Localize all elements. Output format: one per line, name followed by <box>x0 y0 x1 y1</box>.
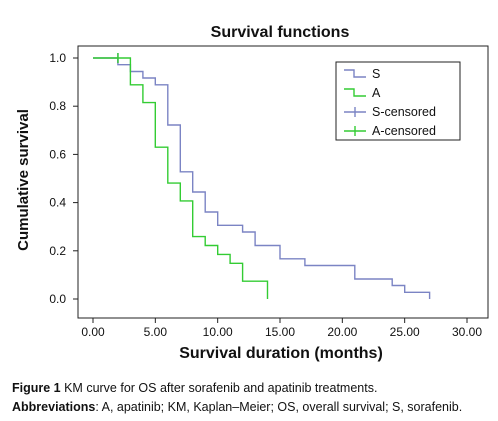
y-tick-label: 1.0 <box>49 51 66 65</box>
y-tick-label: 0.4 <box>49 196 66 210</box>
figure-caption: Figure 1 KM curve for OS after sorafenib… <box>12 380 492 396</box>
figure-label: Figure 1 <box>12 381 61 395</box>
abbreviations-text: : A, apatinib; KM, Kaplan–Meier; OS, ove… <box>95 400 463 414</box>
legend-swatch-step <box>344 69 366 78</box>
abbreviations-label: Abbreviations <box>12 400 96 414</box>
legend-label: S-censored <box>372 105 436 119</box>
legend: SA S-censored A-censored <box>335 61 461 141</box>
figure-caption-text: KM curve for OS after sorafenib and apat… <box>60 381 378 395</box>
x-tick-label: 30.00 <box>452 325 482 339</box>
y-tick-label: 0.8 <box>49 99 66 113</box>
x-tick-label: 10.00 <box>203 325 233 339</box>
x-tick-label: 0.00 <box>81 325 105 339</box>
legend-label: A <box>372 86 381 100</box>
y-axis-label: Cumulative survival <box>15 109 32 251</box>
y-tick-label: 0.6 <box>49 147 66 161</box>
x-axis-label: Survival duration (months) <box>179 345 383 362</box>
x-tick-label: 5.00 <box>144 325 168 339</box>
km-chart: Survival functions 0.00 5.00 10.00 15.00 20.… <box>15 24 489 362</box>
plot-frame <box>77 45 489 319</box>
series-line-S <box>93 57 431 299</box>
y-tick-label: 0.0 <box>49 292 66 306</box>
x-tick-label: 20.00 <box>327 325 357 339</box>
legend-label: A-censored <box>372 124 436 138</box>
chart-title: Survival functions <box>211 24 350 41</box>
series-line-A <box>93 57 269 299</box>
x-tick-label: 25.00 <box>390 325 420 339</box>
y-tick-label: 0.2 <box>49 244 66 258</box>
legend-label: S <box>372 67 380 81</box>
abbreviations-caption: Abbreviations: A, apatinib; KM, Kaplan–M… <box>12 399 492 415</box>
legend-swatch-step <box>344 88 366 97</box>
legend-box <box>335 61 461 141</box>
x-tick-label: 15.00 <box>265 325 295 339</box>
